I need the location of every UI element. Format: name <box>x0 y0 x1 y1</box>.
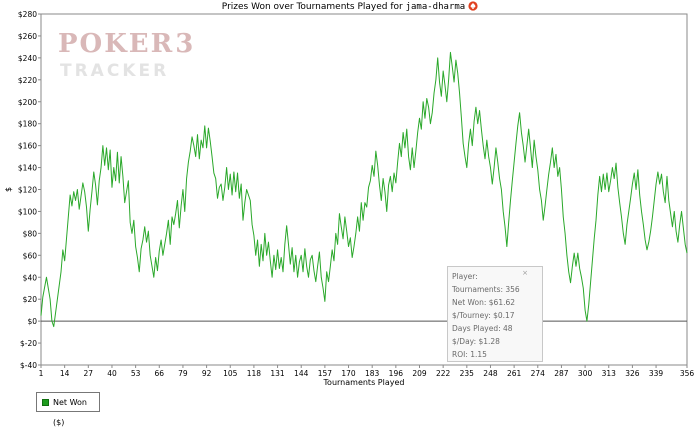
x-tick-label: 118 <box>247 369 262 378</box>
x-tick-label: 248 <box>483 369 498 378</box>
x-tick-label: 105 <box>223 369 238 378</box>
x-tick-label: 235 <box>460 369 475 378</box>
x-tick-label: 274 <box>531 369 546 378</box>
x-tick-label: 356 <box>680 369 695 378</box>
x-tick-label: 339 <box>649 369 664 378</box>
stats-tooltip: × Player: Tournaments: 356 Net Won: $61.… <box>447 266 543 362</box>
axes: $-40$-20$0$20$40$60$80$100$120$140$160$1… <box>4 10 694 387</box>
tooltip-roi: ROI: 1.15 <box>452 350 487 359</box>
chart-title: Prizes Won over Tournaments Played for j… <box>0 0 700 14</box>
x-tick-label: 313 <box>602 369 617 378</box>
x-tick-label: 326 <box>625 369 640 378</box>
tooltip-per-day: $/Day: $1.28 <box>452 337 500 346</box>
y-tick-label: $-40 <box>20 361 37 370</box>
x-tick-label: 27 <box>84 369 94 378</box>
x-tick-label: 14 <box>60 369 70 378</box>
y-tick-label: $160 <box>18 142 37 151</box>
y-tick-label: $220 <box>18 76 37 85</box>
series-line-net-won <box>40 51 688 328</box>
x-tick-label: 53 <box>131 369 141 378</box>
tooltip-per-tourney: $/Tourney: $0.17 <box>452 311 515 320</box>
x-tick-label: 170 <box>341 369 356 378</box>
x-tick-label: 40 <box>107 369 117 378</box>
y-tick-label: $200 <box>18 98 37 107</box>
x-axis-label: Tournaments Played <box>323 378 405 387</box>
y-tick-label: $280 <box>18 10 37 19</box>
legend: Net Won ($) <box>36 392 100 427</box>
x-tick-label: 79 <box>178 369 188 378</box>
tooltip-net-won: Net Won: $61.62 <box>452 298 516 307</box>
legend-label: Net Won ($) <box>53 398 87 427</box>
x-tick-label: 287 <box>554 369 569 378</box>
y-tick-label: $140 <box>18 164 37 173</box>
x-tick-label: 157 <box>318 369 333 378</box>
legend-swatch <box>42 399 49 406</box>
y-tick-label: $40 <box>23 273 38 282</box>
spade-logo-icon <box>468 1 478 11</box>
y-tick-label: $180 <box>18 120 37 129</box>
tooltip-days-played: Days Played: 48 <box>452 324 513 333</box>
x-tick-label: 209 <box>412 369 427 378</box>
tooltip-player-label: Player: <box>452 272 478 281</box>
poker-tracker-watermark: POKER3 TRACKER <box>58 29 195 81</box>
y-tick-label: $20 <box>23 295 38 304</box>
watermark-poker-text: POKER3 <box>58 29 195 59</box>
y-tick-label: $-20 <box>20 339 37 348</box>
y-tick-label: $100 <box>18 207 37 216</box>
x-tick-label: 144 <box>294 369 309 378</box>
watermark-tracker-text: TRACKER <box>60 61 169 81</box>
y-tick-label: $240 <box>18 54 37 63</box>
tooltip-tournaments: Tournaments: 356 <box>452 285 520 294</box>
y-axis-label: $ <box>4 187 13 192</box>
x-tick-label: 300 <box>578 369 593 378</box>
chart-title-prefix: Prizes Won over Tournaments Played for <box>221 2 406 12</box>
y-tick-label: $0 <box>27 317 37 326</box>
series-layer <box>40 51 688 328</box>
y-tick-label: $60 <box>23 251 38 260</box>
y-tick-label: $120 <box>18 186 37 195</box>
x-tick-label: 261 <box>507 369 522 378</box>
y-tick-label: $260 <box>18 32 37 41</box>
x-tick-label: 1 <box>39 369 44 378</box>
x-tick-label: 131 <box>270 369 285 378</box>
x-tick-label: 92 <box>202 369 212 378</box>
y-tick-label: $80 <box>23 229 38 238</box>
x-tick-label: 196 <box>389 369 404 378</box>
x-tick-label: 222 <box>436 369 451 378</box>
x-tick-label: 183 <box>365 369 380 378</box>
tooltip-close-icon[interactable]: × <box>522 269 528 277</box>
chart-title-player: jama-dharma <box>405 2 466 12</box>
x-tick-label: 66 <box>155 369 165 378</box>
